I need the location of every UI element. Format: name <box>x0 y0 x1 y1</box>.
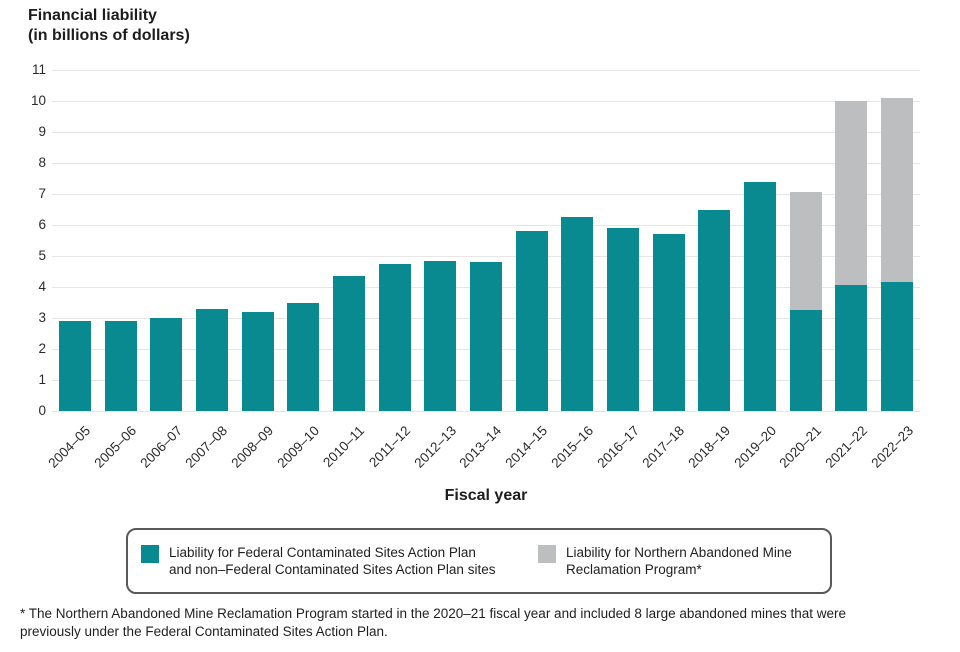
bar-2020-21-namrp <box>789 192 822 311</box>
y-tick-label: 6 <box>38 217 46 232</box>
x-tick-label: 2007–08 <box>182 423 231 471</box>
legend-item-northern-mines: Liability for Northern Abandoned Mine Re… <box>538 544 792 578</box>
x-tick-label: 2015–16 <box>548 423 596 471</box>
x-tick-label: 2021–22 <box>822 423 871 471</box>
x-tick-label: 2011–12 <box>366 423 414 471</box>
bar-2017-18-fcsap <box>652 234 685 411</box>
y-tick-label: 0 <box>38 403 46 418</box>
x-tick-label: 2006–07 <box>137 423 185 471</box>
bar-2019-20-fcsap <box>744 181 777 411</box>
legend-label-federal-line2: and non–Federal Contaminated Sites Actio… <box>169 562 496 577</box>
gridline-y5 <box>52 255 920 257</box>
x-tick-label: 2008–09 <box>228 423 277 471</box>
x-tick-label: 2020–21 <box>776 423 825 471</box>
x-tick-label: 2004–05 <box>45 423 94 471</box>
bar-2013-14-fcsap <box>470 262 502 411</box>
y-tick-label: 9 <box>38 124 46 139</box>
legend-label-northern-mines: Liability for Northern Abandoned Mine Re… <box>566 544 792 578</box>
footnote: * The Northern Abandoned Mine Reclamatio… <box>20 605 946 641</box>
bar-2010-11-fcsap <box>332 276 365 411</box>
legend-label-northern-line1: Liability for Northern Abandoned Mine <box>566 545 792 560</box>
y-tick-label: 2 <box>38 341 46 356</box>
gridline-y9 <box>52 131 920 133</box>
x-axis-title: Fiscal year <box>444 487 528 504</box>
x-tick-label: 2017–18 <box>639 423 688 471</box>
y-tick-label: 11 <box>31 62 46 77</box>
bar-2004-05-fcsap <box>58 321 91 411</box>
legend-swatch-teal <box>141 545 159 563</box>
bar-2007-08-fcsap <box>195 308 228 411</box>
chart-title-line1: Financial liability <box>28 7 157 24</box>
legend-swatch-gray <box>538 545 556 563</box>
bar-2012-13-fcsap <box>424 260 457 411</box>
bar-2022-23-namrp <box>881 97 914 283</box>
bar-2005-06-fcsap <box>104 321 137 411</box>
footnote-line2: previously under the Federal Contaminate… <box>20 624 388 639</box>
bar-2015-16-fcsap <box>561 217 594 411</box>
gridline-y11 <box>52 69 920 71</box>
y-tick-label: 4 <box>38 279 46 294</box>
x-tick-label: 2019–20 <box>730 423 779 471</box>
bar-2018-19-fcsap <box>698 209 731 411</box>
gridline-y8 <box>52 162 920 164</box>
x-tick-label: 2009–10 <box>274 423 322 471</box>
x-tick-label: 2013–14 <box>456 423 505 471</box>
x-tick-label: 2005–06 <box>91 423 140 471</box>
footnote-line1: * The Northern Abandoned Mine Reclamatio… <box>20 606 847 621</box>
legend-label-federal-sites: Liability for Federal Contaminated Sites… <box>169 544 495 578</box>
bar-2021-22-namrp <box>835 101 868 286</box>
y-tick-label: 7 <box>38 186 46 201</box>
y-tick-label: 5 <box>38 248 46 263</box>
bar-2020-21-fcsap <box>789 310 822 411</box>
y-tick-label: 10 <box>30 93 46 108</box>
gridline-y7 <box>52 193 920 195</box>
x-tick-label: 2022–23 <box>868 423 916 471</box>
legend: Liability for Federal Contaminated Sites… <box>126 528 832 594</box>
chart-title: Financial liability (in billions of doll… <box>28 6 190 46</box>
x-tick-label: 2016–17 <box>593 423 642 471</box>
chart-title-line2: (in billions of dollars) <box>28 27 190 44</box>
bar-2006-07-fcsap <box>150 318 183 411</box>
x-tick-label: 2010–11 <box>320 423 368 471</box>
bar-2021-22-fcsap <box>835 285 868 411</box>
legend-item-federal-sites: Liability for Federal Contaminated Sites… <box>141 544 495 578</box>
bar-2022-23-fcsap <box>881 282 914 411</box>
gridline-y10 <box>52 100 920 102</box>
x-tick-label: 2014–15 <box>502 423 551 471</box>
y-tick-label: 8 <box>38 155 46 170</box>
bar-2014-15-fcsap <box>515 231 548 411</box>
legend-label-northern-line2: Reclamation Program* <box>566 562 702 577</box>
bar-2011-12-fcsap <box>378 263 411 411</box>
bar-2008-09-fcsap <box>241 311 274 411</box>
bar-2009-10-fcsap <box>287 302 320 411</box>
gridline-y0 <box>52 410 920 412</box>
x-tick-label: 2018–19 <box>685 423 734 471</box>
y-tick-label: 1 <box>38 372 46 387</box>
y-tick-label: 3 <box>38 310 46 325</box>
gridline-y6 <box>52 224 920 226</box>
bar-2016-17-fcsap <box>607 228 640 411</box>
legend-label-federal-line1: Liability for Federal Contaminated Sites… <box>169 545 476 560</box>
x-tick-label: 2012–13 <box>411 423 459 471</box>
